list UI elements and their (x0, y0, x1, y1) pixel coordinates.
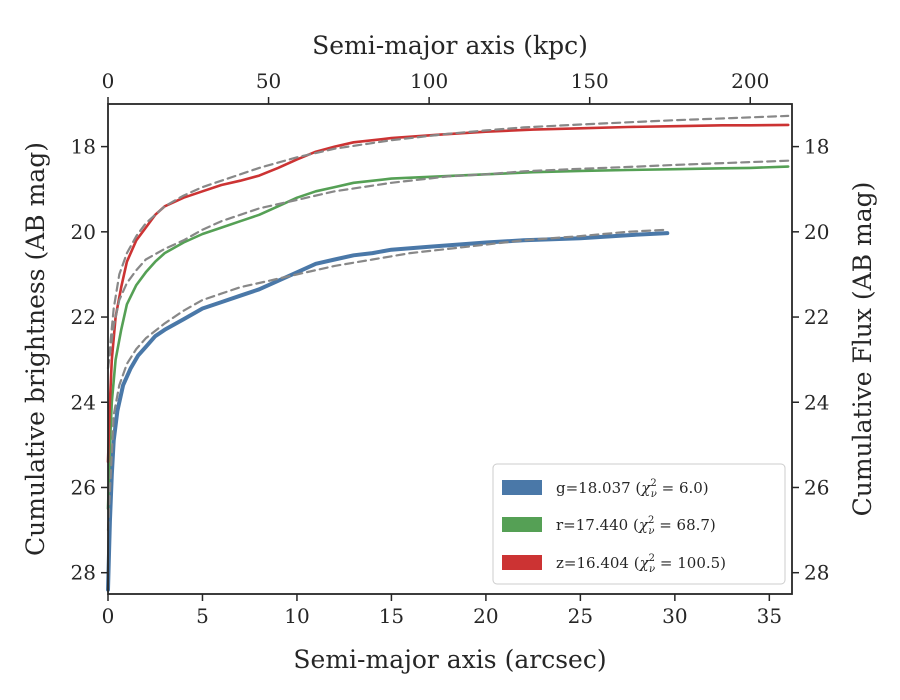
legend: g=18.037 (χ2 ν = 6.0) r=17.440 (χ2 ν = 68.… (492, 463, 786, 585)
y-right-tick-label: 20 (804, 220, 829, 244)
y-axis-label: Cumulative brightness (AB mag) (21, 142, 50, 556)
y-tick-label: 28 (71, 561, 96, 585)
x-axis-label: Semi-major axis (arcsec) (293, 645, 606, 674)
x-top-tick-label: 0 (102, 69, 115, 93)
y-right-tick-label: 28 (804, 561, 829, 585)
y-right-tick-label: 18 (804, 135, 829, 159)
y-tick-label: 18 (71, 135, 96, 159)
series-line-1 (106, 165, 790, 511)
series-model-line-4 (106, 159, 790, 370)
plot-frame (107, 103, 793, 595)
x-top-tick-label: 200 (731, 69, 769, 93)
legend-swatch-r (502, 517, 542, 532)
x-tick-label: 20 (473, 604, 498, 628)
x-tick-label: 35 (757, 604, 782, 628)
x-tick-label: 0 (102, 604, 115, 628)
legend-label-g: g=18.037 (χ2 ν = 6.0) (556, 478, 709, 500)
x-tick-label: 10 (284, 604, 309, 628)
x-top-tick-label: 100 (410, 69, 448, 93)
legend-swatch-g (502, 480, 542, 495)
series-line-2 (106, 123, 790, 464)
series-model-line-5 (106, 114, 790, 370)
y-right-tick-label: 24 (804, 390, 829, 414)
legend-item-g: g=18.037 (χ2 ν = 6.0) (502, 478, 709, 500)
x-tick-label: 15 (379, 604, 404, 628)
x-top-tick-label: 150 (571, 69, 609, 93)
y-right-tick-label: 22 (804, 305, 829, 329)
series-line-0 (106, 231, 670, 592)
y-tick-label: 20 (71, 220, 96, 244)
x-tick-label: 25 (568, 604, 593, 628)
x-top-tick-label: 50 (256, 69, 281, 93)
legend-swatch-z (502, 555, 542, 570)
series-model-line-3 (106, 228, 669, 532)
series-layer (106, 114, 790, 592)
x-tick-label: 5 (196, 604, 209, 628)
x-axis-top-label: Semi-major axis (kpc) (312, 31, 588, 60)
ticks-layer: 0 5 10 15 20 25 30 35 0 50 100 150 200 18 18 20 20 22 22 24… (71, 69, 830, 628)
legend-item-r: r=17.440 (χ2 ν = 68.7) (502, 515, 716, 537)
y-tick-label: 22 (71, 305, 96, 329)
y-tick-label: 26 (71, 475, 96, 499)
legend-box (492, 463, 786, 585)
legend-label-z: z=16.404 (χ2 ν = 100.5) (556, 553, 726, 575)
x-tick-label: 30 (662, 604, 687, 628)
legend-item-z: z=16.404 (χ2 ν = 100.5) (502, 553, 726, 575)
y-tick-label: 24 (71, 390, 96, 414)
y-axis-right-label: Cumulative Flux (AB mag) (848, 182, 877, 517)
legend-label-r: r=17.440 (χ2 ν = 68.7) (556, 515, 716, 537)
y-right-tick-label: 26 (804, 475, 829, 499)
